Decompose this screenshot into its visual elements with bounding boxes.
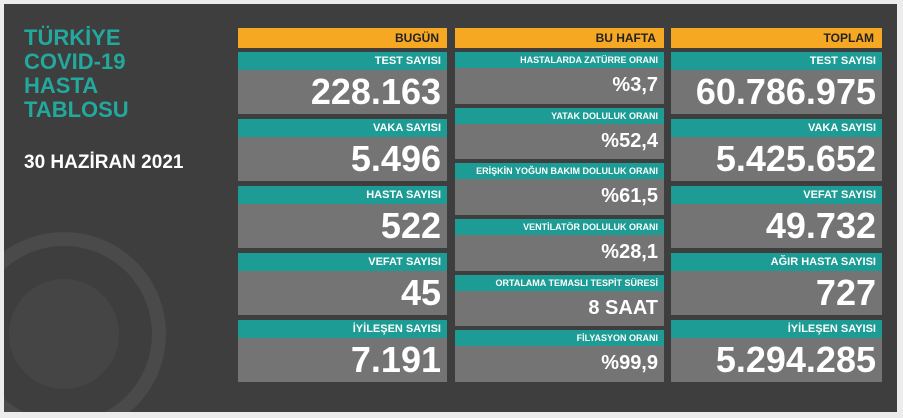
stat-label: VEFAT SAYISI — [671, 186, 882, 204]
stat-value: %61,5 — [601, 185, 658, 208]
date: 30 HAZİRAN 2021 — [24, 152, 184, 173]
stat-value: %52,4 — [601, 129, 658, 152]
stat-value: 60.786.975 — [695, 71, 876, 112]
stat-value: 522 — [380, 205, 441, 246]
stat-value: 45 — [400, 272, 441, 313]
stat-value: %3,7 — [612, 74, 658, 96]
stat-label: HASTA SAYISI — [238, 186, 447, 204]
stat-label: TEST SAYISI — [671, 52, 882, 70]
title-line: COVID-19 — [24, 49, 126, 74]
stat-value: 228.163 — [310, 71, 441, 112]
stat-label: TEST SAYISI — [238, 52, 447, 70]
stat-label: VENTİLATÖR DOLULUK ORANI — [455, 219, 664, 235]
stat-label: ORTALAMA TEMASLI TESPİT SÜRESİ — [455, 274, 664, 291]
stat-label: YATAK DOLULUK ORANI — [455, 107, 664, 124]
title-line: HASTA — [24, 73, 99, 98]
emblem — [4, 232, 166, 412]
title-line: TABLOSU — [24, 97, 129, 122]
stat-value: %99,9 — [601, 352, 658, 375]
stat-label: HASTALARDA ZATÜRRE ORANI — [455, 52, 664, 68]
stat-value: 5.294.285 — [715, 339, 876, 380]
stat-label: İYİLEŞEN SAYISI — [671, 320, 882, 338]
stat-label: FİLYASYON ORANI — [455, 330, 664, 347]
column-header: TOPLAM — [671, 28, 882, 48]
stat-value: 727 — [815, 272, 876, 313]
stat-value: 49.732 — [765, 205, 876, 246]
stat-label: VAKA SAYISI — [238, 119, 447, 137]
column-header: BUGÜN — [238, 28, 447, 48]
column-header: BU HAFTA — [455, 28, 664, 48]
stat-label: AĞIR HASTA SAYISI — [671, 253, 882, 271]
stat-value: 5.496 — [350, 138, 441, 179]
stat-label: ERİŞKİN YOĞUN BAKIM DOLULUK ORANI — [455, 163, 664, 180]
title-line: TÜRKİYE — [24, 25, 121, 50]
stat-label: VAKA SAYISI — [671, 119, 882, 137]
stat-label: İYİLEŞEN SAYISI — [238, 320, 447, 338]
stat-value: 7.191 — [350, 339, 441, 380]
stat-value: 8 SAAT — [588, 296, 658, 319]
stat-label: VEFAT SAYISI — [238, 253, 447, 271]
dashboard: TÜRKİYE COVID-19 HASTA TABLOSU 30 HAZİRAN 20… — [4, 4, 897, 412]
stat-value: 5.425.652 — [715, 138, 876, 179]
stat-value: %28,1 — [601, 241, 658, 263]
